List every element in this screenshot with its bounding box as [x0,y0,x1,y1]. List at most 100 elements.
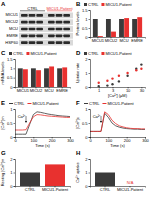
tick: EMRE [131,37,143,43]
band [63,21,70,24]
band [36,28,43,31]
band [21,41,28,44]
point [97,82,99,84]
axis-line [89,60,91,88]
plot-area [20,164,65,186]
row-label: MICU1 [6,12,19,17]
x-axis: MICU1MICU2MCUEMRE [91,37,146,43]
tick-mark [14,159,16,160]
tick: 1 [10,107,15,112]
legend: CTRL MICU1-Patient [84,101,135,106]
tick: 0 [10,85,15,90]
legend-label: MICU1-Patient [107,101,134,106]
plot-area [95,173,115,187]
tick: 1 [85,71,90,76]
panel-label: H [76,150,80,156]
axis-line [89,160,91,187]
tick: 30 [140,87,145,93]
tick-label: EMRE [56,88,68,93]
tick-label: 0 [85,35,88,40]
legend-label: CTRL [13,51,24,56]
point [126,75,128,77]
annotation-arrowhead [25,121,27,123]
axis-line [14,60,16,88]
band [56,41,63,44]
y-axis: 00.511.5 [82,8,91,40]
y-axis: 012 [85,157,90,189]
panel: D012131030Uptake rate[Ca²⁺] (μM)CTRLMICU… [75,50,146,98]
tick-mark [89,19,91,20]
x-axis: CTRLMICU1-Patient [16,186,71,192]
legend-swatch [101,3,104,6]
tick-label: 2 [85,57,88,62]
y-axis: 012 [10,157,15,189]
tick-label: 1 [10,66,13,71]
tick-label: 300 [67,138,74,143]
point [126,72,128,74]
tick-mark [14,78,16,79]
tick: 1 [10,170,15,175]
panel: B00.511.5MICU1MICU2MCUEMREProtein levels… [75,1,146,43]
line [15,112,70,134]
tick: 300 [67,137,74,143]
band [36,21,43,24]
row-label: MCU [9,26,18,31]
tick-mark [89,159,91,160]
tick-mark [14,186,16,187]
legend-item: MICU1-Patient [102,101,134,106]
tick-label: 1.5 [82,8,88,13]
tick-label: 1 [85,71,88,76]
band [36,14,43,17]
band [29,21,36,24]
legend-swatch [84,52,87,55]
y-axis: 0 1 2 [85,57,90,90]
tick: MCU [44,87,53,93]
point [111,77,113,79]
tick-mark [14,59,16,60]
lane-label: MICU1-Patient [46,6,73,11]
lane-label: CTRL [27,6,38,11]
y-axis: 00.511.5 [7,57,16,90]
axis-line [16,138,71,139]
band [21,28,28,31]
band [21,14,28,17]
legend: CTRLMICU1-Patient [84,2,133,7]
band [56,34,63,37]
band [63,41,70,44]
bar [137,17,142,37]
tick: MICU1 [17,87,30,93]
legend-item: CTRL [84,101,100,106]
legend-item: CTRL [84,51,99,56]
panel: C00.511.5MICU1MICU2MCUEMREmRNA levelsCTR… [0,50,71,93]
panel-label: E [1,100,5,106]
bar [106,19,111,37]
legend-swatch [84,3,87,6]
point [111,83,113,85]
panel-label: B [76,1,81,7]
band [29,14,36,17]
bar [111,32,116,37]
tick-mark [89,37,91,38]
tick-label: 0 [85,85,88,90]
tick: 0 [10,184,15,189]
tick-label: MICU2 [30,88,43,93]
panel-label: D [76,50,81,56]
band [29,34,36,37]
annotation-arrow [26,116,27,122]
annotation-arrowhead [100,121,102,123]
tick: 200 [49,137,56,143]
band [48,41,55,44]
legend-swatch [9,52,12,55]
line [15,115,70,130]
x-axis-title: [Ca²⁺] (μM) [108,93,128,98]
tick-label: 0 [10,135,13,140]
panel: G012CTRLMICU1-PatientResting [Ca²⁺]m [0,150,71,192]
point [106,84,108,86]
bar [132,19,137,37]
tick-label: 0.5 [7,121,13,126]
tick: 0 [85,184,90,189]
annotation: N/A [127,180,134,185]
tick: MCU [119,37,128,43]
tick-mark [89,87,91,88]
tick-mark [89,59,91,60]
